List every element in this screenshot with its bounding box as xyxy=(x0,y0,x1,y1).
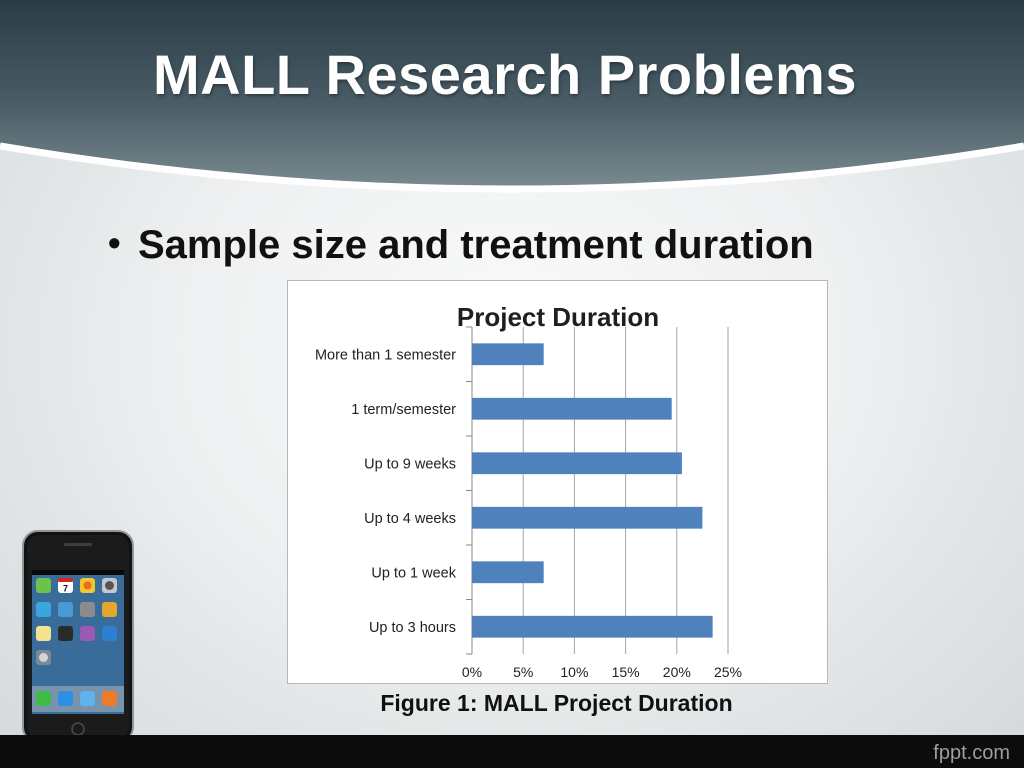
bar xyxy=(472,506,703,529)
x-tick-label: 10% xyxy=(560,664,588,680)
x-tick-label: 20% xyxy=(663,664,691,680)
x-tick-label: 5% xyxy=(513,664,533,680)
bar xyxy=(472,452,682,475)
bar xyxy=(472,561,544,584)
bar xyxy=(472,397,672,420)
x-tick-label: 25% xyxy=(714,664,742,680)
footer-bar xyxy=(0,735,1024,768)
bar xyxy=(472,615,713,638)
x-tick-label: 0% xyxy=(462,664,482,680)
figure-caption: Figure 1: MALL Project Duration xyxy=(380,690,733,716)
bullet-item: • Sample size and treatment duration xyxy=(108,222,814,268)
calendar-day: 7 xyxy=(63,584,68,594)
title-banner xyxy=(0,0,1024,210)
category-label: Up to 3 hours xyxy=(369,620,456,636)
chart-title: Project Duration xyxy=(457,302,659,332)
category-label: Up to 9 weeks xyxy=(364,456,456,472)
chart-canvas: Project Duration 0% 5% 10% 15% 20% 25% More tha… xyxy=(315,302,742,680)
category-label: 1 term/semester xyxy=(351,402,456,418)
app-icons: 7 xyxy=(32,578,124,712)
category-label: Up to 4 weeks xyxy=(364,511,456,527)
bar xyxy=(472,343,544,366)
category-label: More than 1 semester xyxy=(315,347,456,363)
smartphone-image: 7 xyxy=(22,530,134,749)
slide-title: MALL Research Problems xyxy=(153,43,857,106)
project-duration-chart: Project Duration 0% 5% 10% 15% 20% 25% More tha… xyxy=(287,280,828,684)
bullet-dot: • xyxy=(108,222,121,263)
category-label: Up to 1 week xyxy=(371,565,456,581)
x-tick-label: 15% xyxy=(612,664,640,680)
brand-watermark: fppt.com xyxy=(933,742,1010,764)
bullet-text: Sample size and treatment duration xyxy=(138,223,814,267)
